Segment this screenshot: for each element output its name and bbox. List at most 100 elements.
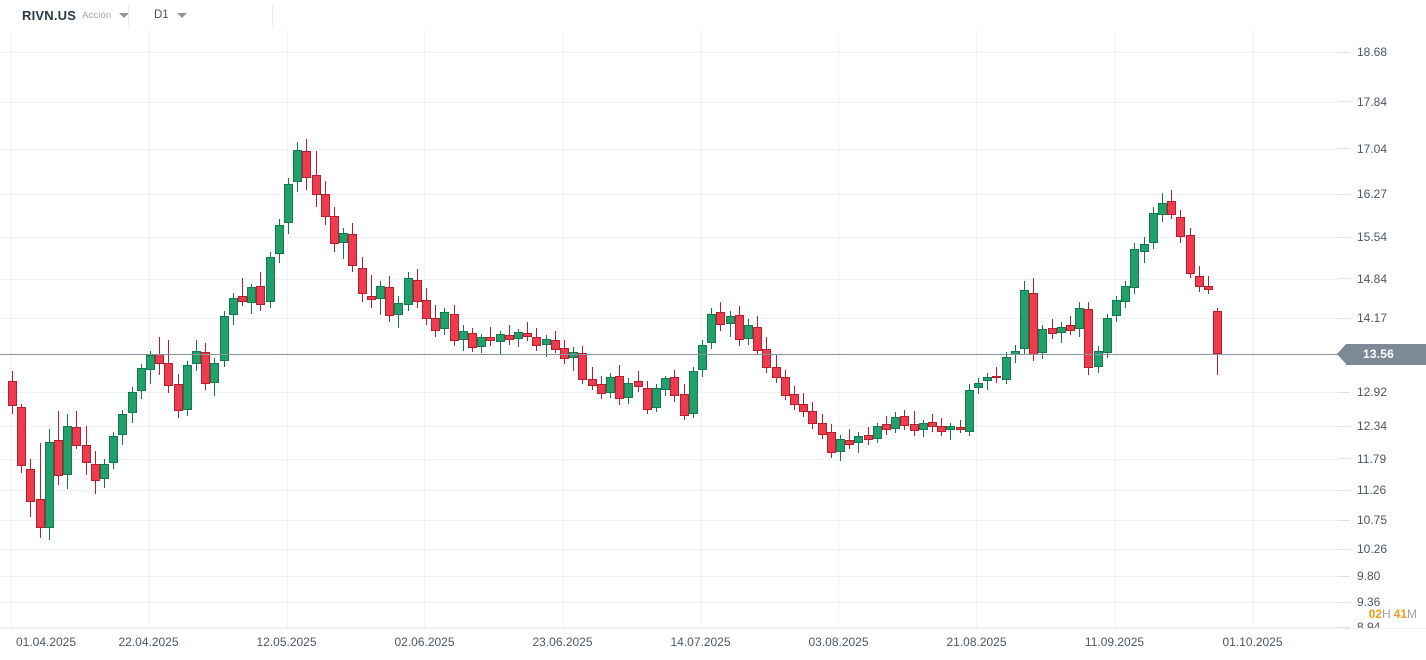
price-tick-dash (1338, 101, 1350, 103)
price-tick-dash (1338, 51, 1350, 53)
candle-body (182, 364, 192, 410)
candle-body (946, 425, 956, 430)
candle-body (872, 425, 882, 440)
candle-wick (849, 428, 851, 450)
price-tick-dash (1338, 425, 1350, 427)
candle-body (422, 299, 431, 320)
candle-body (495, 334, 505, 343)
chevron-down-icon[interactable] (119, 12, 130, 18)
symbol-selector[interactable]: RIVN.US Acción (8, 0, 143, 30)
candle-body (302, 151, 312, 178)
candle-body (274, 224, 284, 255)
price-tick: 16.27 (1338, 187, 1426, 201)
candle-body (532, 336, 542, 346)
timeframe-selector[interactable]: D1 (140, 0, 201, 30)
candle-body (366, 295, 376, 300)
candle-body (587, 379, 597, 387)
instrument-kind-label: Acción (82, 9, 112, 21)
time-scale[interactable]: 01.04.2025 22.04.2025 12.05.2025 02.06.2025… (0, 628, 1426, 660)
candle-body (173, 384, 183, 411)
candle-body (44, 441, 54, 528)
candle-body (136, 368, 146, 391)
candle-body (1038, 329, 1048, 354)
candle-body (201, 351, 211, 385)
candle-body (753, 327, 763, 351)
candle-wick (490, 327, 492, 346)
candle-body (670, 376, 680, 397)
candle-body (808, 410, 818, 424)
price-tick-label: 14.84 (1357, 271, 1388, 286)
chart-canvas[interactable] (0, 30, 1338, 628)
candle-body (716, 311, 726, 326)
symbol-name: RIVN.US (22, 7, 77, 23)
timeframe-label: D1 (154, 9, 169, 21)
candle-body (790, 394, 799, 406)
candle-body (146, 354, 155, 370)
candle-body (458, 331, 468, 341)
price-tick-label: 12.92 (1357, 385, 1388, 400)
time-tick-label: 01.04.2025 (15, 635, 77, 649)
price-tick-dash (1338, 317, 1350, 319)
candle-body (550, 340, 560, 350)
candle-body (606, 376, 615, 394)
time-tick-label: 23.06.2025 (532, 635, 593, 649)
time-tick-label: 01.10.2025 (1222, 635, 1283, 649)
grid-line-horizontal (0, 459, 1338, 460)
countdown-hours-unit: H (1381, 606, 1391, 621)
candle-body (118, 413, 128, 435)
candle-body (596, 384, 606, 395)
candle-body (385, 286, 395, 317)
candle-wick (499, 331, 501, 355)
candle-body (100, 464, 109, 480)
candle-body (440, 311, 450, 330)
candle-body (1204, 285, 1213, 291)
grid-line-horizontal (0, 426, 1338, 427)
candle-body (54, 440, 63, 476)
candle-body (26, 468, 36, 503)
candle-body (339, 232, 349, 243)
price-tick: 12.92 (1338, 385, 1426, 399)
candle-body (918, 422, 928, 430)
candle-body (615, 375, 625, 400)
countdown-minutes: 41 (1393, 606, 1407, 621)
candle-body (514, 331, 523, 339)
price-tick-label: 10.75 (1357, 513, 1388, 528)
candle-body (219, 316, 229, 361)
candle-body (1084, 309, 1094, 369)
candle-body (1102, 317, 1112, 354)
current-price-line (0, 354, 1338, 355)
candle-body (974, 382, 983, 389)
bar-countdown-timer: 02 H 41 M (1338, 607, 1426, 621)
price-scale[interactable]: 13.56 02 H 41 M 18.68 17.84 17.04 16.27 15.54 14… (1337, 30, 1426, 634)
grid-line-vertical (563, 30, 564, 628)
chevron-down-icon[interactable] (176, 12, 187, 18)
candle-wick (343, 227, 345, 259)
price-tick-label: 10.26 (1357, 542, 1388, 557)
price-tick-label: 11.26 (1357, 483, 1387, 498)
price-tick-dash (1338, 391, 1350, 393)
price-tick-label: 15.54 (1357, 230, 1388, 245)
price-tick-dash (1338, 601, 1350, 603)
price-tick: 14.17 (1338, 311, 1426, 325)
candle-body (228, 297, 238, 316)
candle-wick (729, 310, 731, 338)
candle-body (652, 388, 661, 408)
candle-body (799, 403, 809, 413)
candle-body (845, 440, 855, 446)
grid-line-horizontal (0, 318, 1338, 319)
candle-body (1075, 307, 1085, 330)
candle-body (863, 434, 873, 441)
candlestick-plot[interactable] (0, 30, 1338, 628)
candle-body (1047, 328, 1057, 335)
candle-body (109, 435, 119, 463)
candle-body (826, 432, 836, 454)
price-tick-label: 11.79 (1357, 451, 1387, 466)
candle-body (983, 376, 993, 382)
candle-body (256, 285, 266, 305)
candle-body (504, 335, 514, 341)
candle-body (17, 407, 27, 467)
candle-wick (527, 322, 529, 342)
candle-body (661, 378, 671, 391)
grid-line-horizontal (0, 520, 1338, 521)
candle-body (679, 394, 689, 416)
